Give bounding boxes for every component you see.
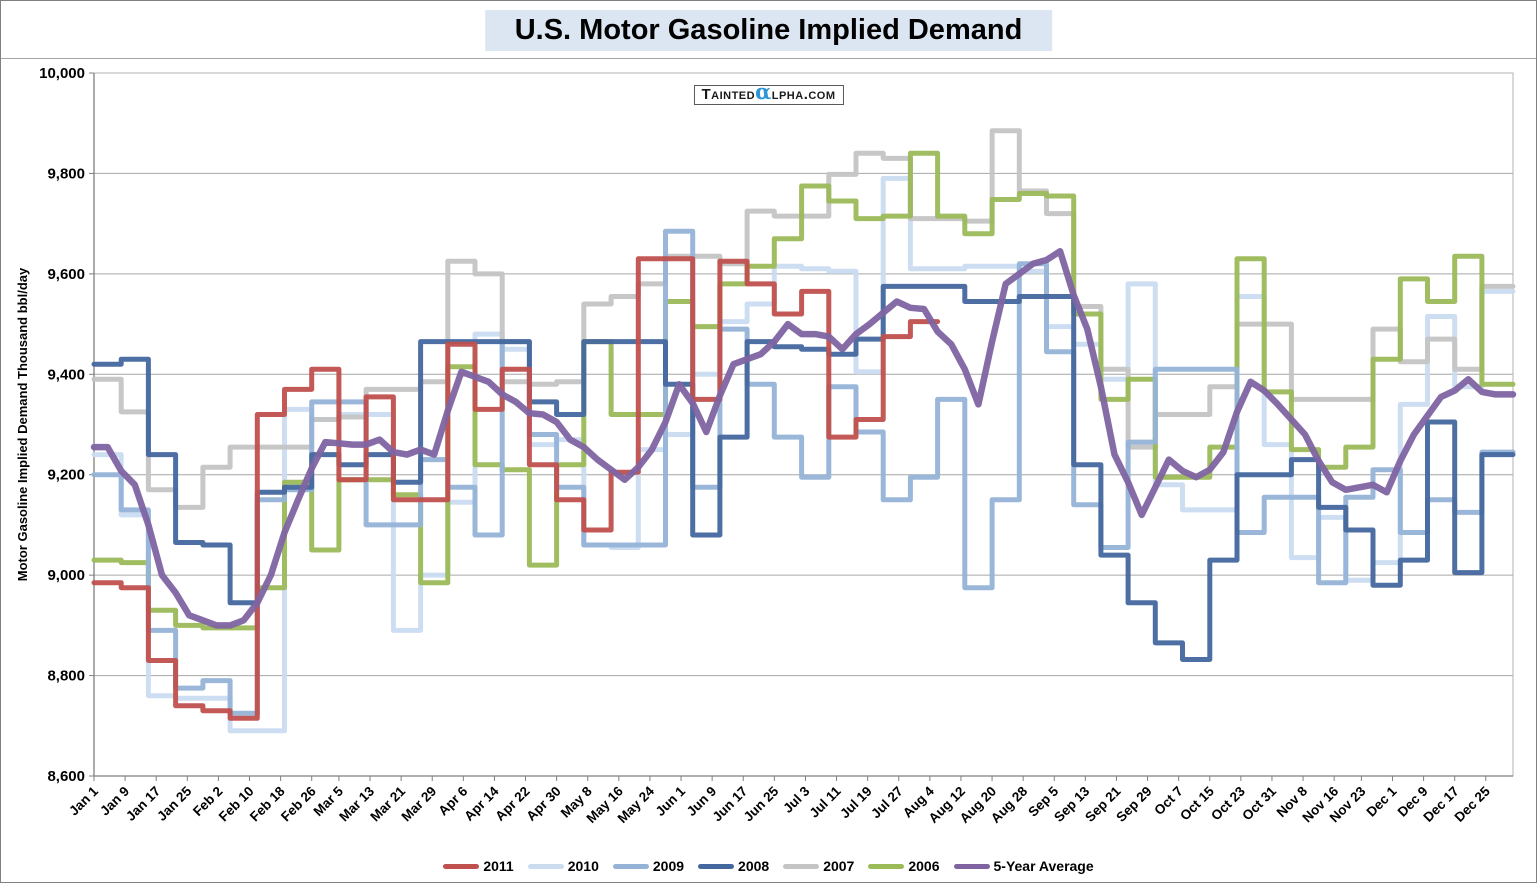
series-2009 xyxy=(91,228,1516,716)
legend-label: 2007 xyxy=(823,858,855,874)
legend-item-2009: 2009 xyxy=(612,858,685,874)
x-tick-label: Jul 19 xyxy=(837,784,875,822)
x-tick-label: Oct 23 xyxy=(1208,783,1248,823)
y-tick-label: 9,200 xyxy=(47,467,85,484)
legend-swatch xyxy=(953,863,990,869)
legend-swatch xyxy=(698,863,735,869)
y-tick-label: 8,800 xyxy=(47,668,85,685)
series-2006 xyxy=(91,150,1516,631)
legend-item-2010: 2010 xyxy=(527,858,599,874)
y-tick-label: 8,600 xyxy=(47,768,85,785)
watermark-suffix: lpha.com xyxy=(771,86,836,103)
y-tick-label: 9,800 xyxy=(47,165,85,182)
legend-item-5-Year Average: 5-Year Average xyxy=(953,858,1094,874)
watermark: Taintedαlpha.com xyxy=(693,81,844,105)
legend-label: 2010 xyxy=(567,858,599,874)
series-2011 xyxy=(91,256,941,721)
x-tick-label: Oct 15 xyxy=(1177,783,1217,823)
legend-swatch xyxy=(527,863,564,869)
legend-label: 2011 xyxy=(483,858,514,874)
x-tick-label: Jun 25 xyxy=(741,783,782,824)
x-tick-label: Jan 25 xyxy=(154,783,195,824)
legend-item-2006: 2006 xyxy=(868,858,940,874)
legend-swatch xyxy=(612,863,649,869)
x-tick-label: Sep 29 xyxy=(1113,784,1154,825)
legend-label: 2008 xyxy=(738,858,770,874)
title-separator xyxy=(1,58,1536,59)
legend-item-2007: 2007 xyxy=(783,858,854,874)
legend-item-2011: 2011 xyxy=(443,858,514,874)
x-tick-label: Jul 11 xyxy=(807,783,844,820)
y-tick-label: 10,000 xyxy=(39,65,85,82)
legend-swatch xyxy=(868,863,905,869)
plot-area: 8,600 8,800 9,000 9,200 9,400 9,600 9,800 10,00… xyxy=(15,65,1517,826)
y-tick-label: 9,400 xyxy=(47,366,85,383)
x-tick-label: Dec 25 xyxy=(1452,783,1494,825)
x-tick-label: Mar 29 xyxy=(398,784,439,825)
x-tick-label: Apr 30 xyxy=(523,784,563,824)
y-tick-label: 9,000 xyxy=(47,567,85,584)
chart-title: U.S. Motor Gasoline Implied Demand xyxy=(484,10,1053,51)
x-tick-label: Jan 1 xyxy=(66,783,101,818)
legend-label: 2006 xyxy=(908,858,940,874)
watermark-prefix: Tainted xyxy=(701,86,756,103)
y-axis-title: Motor Gasoline Implied Demand Thousand b… xyxy=(15,267,30,581)
legend: 2011 2010 2009 2008 2007 2006 5-Year Average xyxy=(1,858,1536,874)
legend-label: 5-Year Average xyxy=(993,858,1094,874)
legend-item-2008: 2008 xyxy=(698,858,769,874)
x-tick-label: Oct 31 xyxy=(1239,783,1279,823)
legend-swatch xyxy=(443,863,480,869)
legend-swatch xyxy=(783,863,820,869)
x-tick-label: Jul 27 xyxy=(868,784,906,822)
y-tick-label: 9,600 xyxy=(47,266,85,283)
series-5-Year Average xyxy=(90,248,1517,629)
legend-label: 2009 xyxy=(652,858,685,874)
x-tick-label: Dec 1 xyxy=(1364,783,1400,819)
alpha-glyph: α xyxy=(755,79,772,104)
x-tick-label: Jun 1 xyxy=(653,783,689,819)
x-tick-label: Feb 26 xyxy=(278,783,319,824)
